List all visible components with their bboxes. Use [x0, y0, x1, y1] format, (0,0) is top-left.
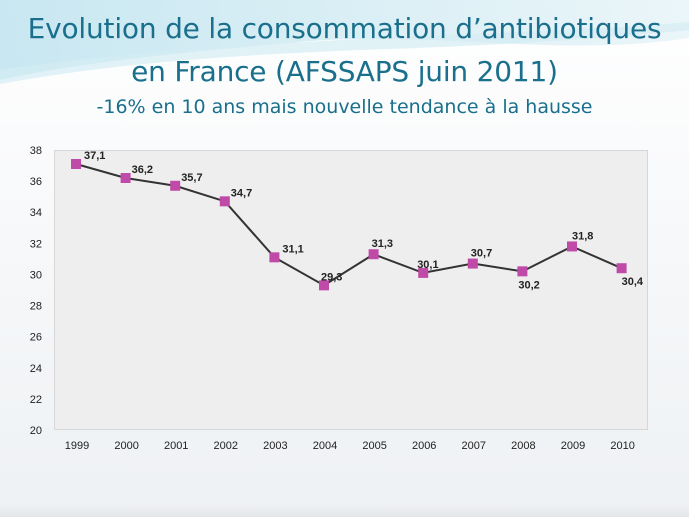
y-tick-label: 26 [30, 332, 42, 344]
data-label: 30,1 [417, 259, 438, 271]
data-label: 34,7 [231, 187, 252, 199]
x-tick-label: 2001 [164, 440, 188, 452]
y-tick-label: 22 [30, 394, 42, 406]
data-point-marker [120, 173, 131, 183]
data-point-marker [517, 266, 528, 277]
data-label: 35,7 [181, 172, 202, 184]
y-tick-label: 28 [30, 301, 42, 313]
data-point-marker [418, 267, 429, 278]
plot-area [54, 150, 648, 430]
data-point-marker [368, 249, 379, 260]
data-label: 31,1 [282, 243, 303, 255]
data-point-marker [71, 159, 81, 169]
y-tick-label: 34 [30, 207, 42, 219]
x-tick-label: 2007 [462, 440, 486, 452]
chart: 20 22 24 26 28 30 32 34 36 38 1999 2000 2001 2002 2003… [12, 140, 652, 460]
x-tick-label: 2006 [412, 440, 436, 452]
data-point-marker [616, 263, 627, 274]
data-point-marker [219, 196, 230, 207]
y-tick-label: 36 [30, 176, 42, 188]
y-tick-label: 20 [30, 425, 42, 437]
data-label: 37,1 [84, 150, 105, 162]
x-tick-label: 2004 [313, 440, 337, 452]
series-line [75, 163, 623, 287]
data-point-marker [467, 258, 478, 269]
data-label: 31,3 [372, 238, 393, 250]
data-label: 30,7 [471, 248, 492, 260]
y-tick-label: 24 [30, 363, 42, 375]
data-label: 36,2 [132, 164, 153, 176]
data-label: 31,8 [572, 230, 593, 242]
x-tick-label: 2010 [610, 440, 634, 452]
line-chart: 20 22 24 26 28 30 32 34 36 38 1999 2000 2001 2002 2003… [30, 145, 644, 452]
y-tick-label: 38 [30, 145, 42, 157]
data-label: 30,4 [622, 276, 644, 288]
x-tick-label: 2005 [362, 440, 386, 452]
x-tick-label: 2003 [263, 440, 287, 452]
x-tick-label: 2009 [561, 440, 585, 452]
slide-title-line-2: en France (AFSSAPS juin 2011) [131, 55, 558, 88]
data-point-marker [170, 180, 181, 191]
presentation-toolbar [0, 503, 689, 517]
data-point-marker [319, 280, 329, 291]
data-point-marker [567, 241, 577, 252]
x-tick-label: 2002 [214, 440, 238, 452]
x-tick-label: 1999 [65, 440, 89, 452]
data-point-marker [269, 252, 280, 263]
data-label: 29,3 [321, 271, 342, 283]
slide-subtitle: -16% en 10 ans mais nouvelle tendance à … [96, 96, 593, 118]
x-tick-label: 2000 [114, 440, 138, 452]
slide-title-line-1: Evolution de la consommation d’antibioti… [27, 12, 662, 45]
x-tick-label: 2008 [511, 440, 535, 452]
y-tick-label: 30 [30, 269, 42, 281]
y-tick-label: 32 [30, 238, 42, 250]
data-label: 30,2 [518, 279, 539, 291]
